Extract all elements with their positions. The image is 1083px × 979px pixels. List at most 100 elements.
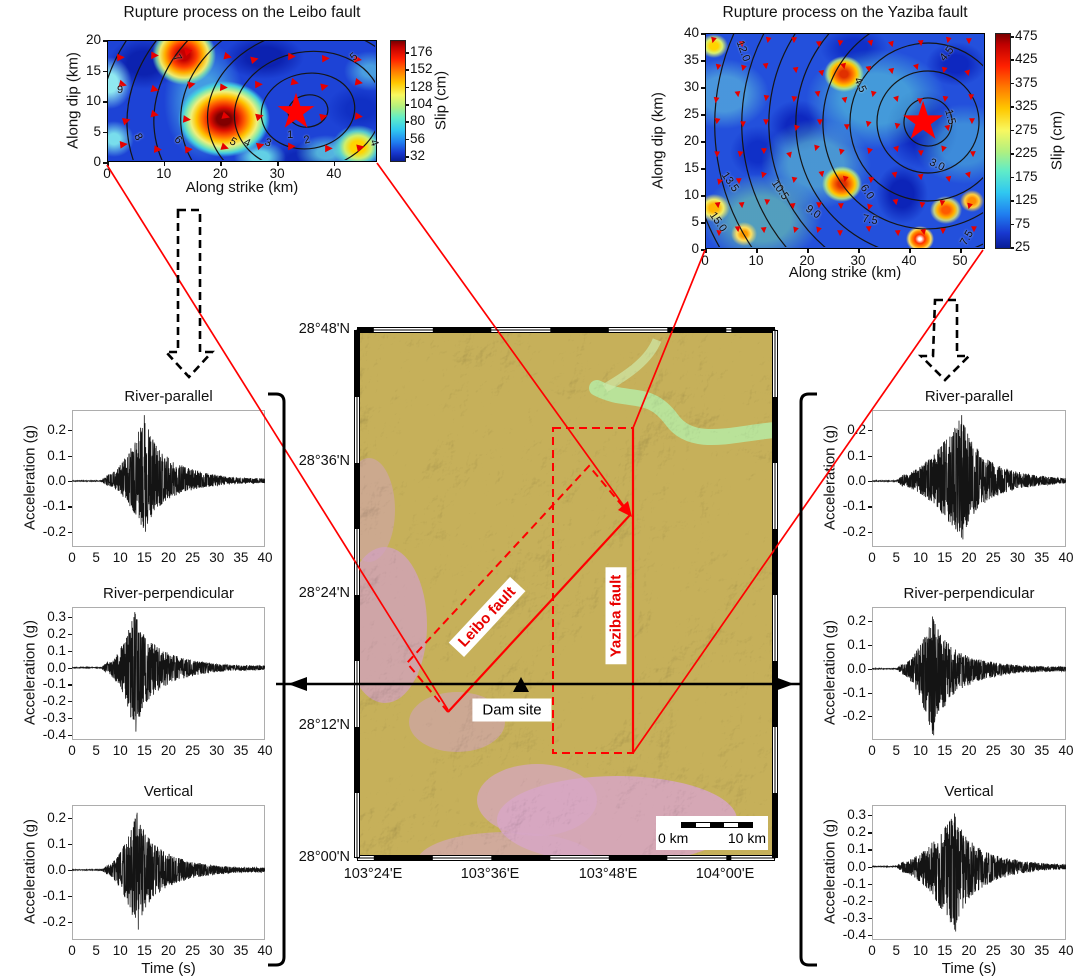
slip-direction-arrow-icon: ▼ bbox=[938, 225, 949, 238]
map-lon-label: 103°48'E bbox=[578, 866, 638, 882]
y-tick-label: -0.1 bbox=[42, 498, 66, 514]
slip-direction-arrow-icon: ▶ bbox=[149, 108, 160, 121]
y-tick-mark bbox=[701, 222, 705, 224]
x-tick-label: 40 bbox=[257, 743, 273, 758]
y-tick-mark bbox=[68, 734, 72, 737]
slip-direction-arrow-icon: ▶ bbox=[321, 53, 330, 65]
y-tick-label: 15 bbox=[683, 160, 699, 175]
slip-direction-arrow-icon: ▼ bbox=[834, 227, 845, 239]
y-tick-mark bbox=[701, 249, 705, 251]
yaziba-fault-label: Yaziba fault bbox=[605, 567, 627, 665]
colorbar-tick-label: 75 bbox=[1015, 215, 1031, 231]
dam-site-label: Dam site bbox=[472, 698, 552, 722]
slip-direction-arrow-icon: ▶ bbox=[187, 78, 197, 91]
slip-direction-arrow-icon: ▼ bbox=[815, 168, 828, 181]
y-tick-mark bbox=[868, 866, 872, 868]
slip-direction-arrow-icon: ▼ bbox=[963, 36, 975, 48]
colorbar-tick-mark bbox=[1011, 153, 1014, 155]
colorbar-tick-mark bbox=[1011, 106, 1014, 108]
x-tick-label: 35 bbox=[1034, 943, 1050, 958]
slip-direction-arrow-icon: ▼ bbox=[936, 197, 948, 210]
colorbar-tick-label: 475 bbox=[1015, 28, 1038, 43]
acceleration-waveform bbox=[72, 612, 265, 732]
y-tick-label: 0 bbox=[691, 241, 699, 256]
colorbar-tick-label: 275 bbox=[1015, 121, 1038, 137]
y-tick-label: 0.2 bbox=[47, 625, 66, 641]
slip-direction-arrow-icon: ▶ bbox=[288, 140, 297, 152]
slip-direction-arrow-icon: ▼ bbox=[842, 121, 853, 134]
colorbar-tick-label: 128 bbox=[410, 78, 433, 94]
x-tick-label: 35 bbox=[233, 743, 249, 758]
seismogram-title: River-parallel bbox=[924, 388, 1014, 405]
colorbar-tick-label: 375 bbox=[1015, 74, 1038, 90]
y-tick-mark bbox=[68, 684, 72, 686]
y-tick-label: 10 bbox=[683, 187, 699, 202]
colorbar-tick-mark bbox=[1011, 36, 1014, 38]
x-tick-label: 30 bbox=[209, 743, 225, 758]
y-tick-mark bbox=[68, 817, 72, 820]
slip-direction-arrow-icon: ▼ bbox=[839, 172, 852, 186]
slip-direction-arrow-icon: ▶ bbox=[184, 143, 194, 156]
colorbar-tick-mark bbox=[1011, 247, 1014, 249]
colorbar-tick-mark bbox=[1011, 176, 1014, 179]
x-tick-label: 40 bbox=[257, 550, 273, 565]
left-group-bracket bbox=[268, 392, 286, 967]
yaziba-epicenter-star-icon: ★ bbox=[899, 92, 947, 151]
slip-direction-arrow-icon: ▼ bbox=[761, 197, 773, 209]
x-tick-label: 0 bbox=[68, 550, 76, 565]
slip-direction-arrow-icon: ▼ bbox=[889, 169, 902, 182]
y-tick-mark bbox=[68, 895, 72, 898]
x-tick-label: 25 bbox=[185, 943, 201, 958]
y-tick-mark bbox=[68, 869, 72, 872]
y-tick-mark bbox=[701, 114, 705, 116]
y-tick-label: -0.1 bbox=[42, 887, 66, 903]
colorbar-tick-mark bbox=[1011, 200, 1014, 202]
colorbar-tick-mark bbox=[1011, 59, 1014, 61]
scalebar-bar bbox=[681, 822, 753, 828]
x-tick-label: 35 bbox=[1034, 550, 1050, 565]
slip-direction-arrow-icon: ▼ bbox=[811, 88, 824, 101]
slip-direction-arrow-icon: ▶ bbox=[354, 76, 364, 89]
leibo-colorbar-label: Slip (cm) bbox=[432, 70, 450, 131]
colorbar-tick-label: 176 bbox=[410, 44, 433, 59]
colorbar-tick-mark bbox=[406, 69, 409, 71]
slip-direction-arrow-icon: ▼ bbox=[788, 174, 800, 188]
slip-direction-arrow-icon: ▶ bbox=[219, 81, 228, 94]
acceleration-waveform bbox=[72, 812, 265, 930]
y-tick-mark bbox=[701, 195, 705, 197]
slip-direction-arrow-icon: ▼ bbox=[814, 117, 825, 129]
y-tick-mark bbox=[103, 40, 107, 42]
waveform-trace bbox=[72, 812, 265, 930]
y-tick-label: 15 bbox=[85, 62, 101, 78]
x-tick-label: 10 bbox=[112, 943, 128, 958]
x-tick-label: 25 bbox=[985, 943, 1001, 958]
y-tick-mark bbox=[701, 141, 705, 143]
right-dashed-down-arrow-icon bbox=[917, 298, 973, 382]
slip-direction-arrow-icon: ▼ bbox=[736, 61, 749, 75]
slip-direction-arrow-icon: ▼ bbox=[889, 195, 902, 209]
slip-direction-arrow-icon: ▼ bbox=[787, 200, 799, 212]
y-tick-label: 5 bbox=[691, 214, 699, 229]
y-tick-label: 0.0 bbox=[47, 659, 66, 675]
y-tick-mark bbox=[68, 506, 72, 508]
slip-direction-arrow-icon: ▼ bbox=[736, 199, 748, 212]
x-tick-label: 40 bbox=[901, 253, 917, 268]
y-tick-mark bbox=[103, 131, 107, 133]
y-tick-mark bbox=[868, 934, 872, 937]
y-tick-mark bbox=[68, 633, 72, 636]
slip-direction-arrow-icon: ▼ bbox=[915, 171, 927, 184]
colorbar-tick-label: 56 bbox=[410, 130, 426, 146]
x-tick-label: 30 bbox=[269, 166, 285, 181]
slip-direction-arrow-icon: ▶ bbox=[222, 50, 233, 64]
slip-direction-arrow-icon: ▼ bbox=[862, 62, 875, 76]
slip-direction-arrow-icon: ▼ bbox=[790, 64, 802, 77]
slip-direction-arrow-icon: ▼ bbox=[760, 92, 773, 105]
x-tick-label: 5 bbox=[92, 743, 100, 758]
x-tick-label: 0 bbox=[868, 943, 876, 958]
acceleration-waveform bbox=[872, 813, 1066, 932]
y-tick-mark bbox=[103, 162, 107, 164]
y-tick-label: 0.2 bbox=[47, 422, 66, 438]
y-tick-label: -0.2 bbox=[842, 708, 866, 724]
y-tick-label: -0.1 bbox=[842, 684, 866, 700]
